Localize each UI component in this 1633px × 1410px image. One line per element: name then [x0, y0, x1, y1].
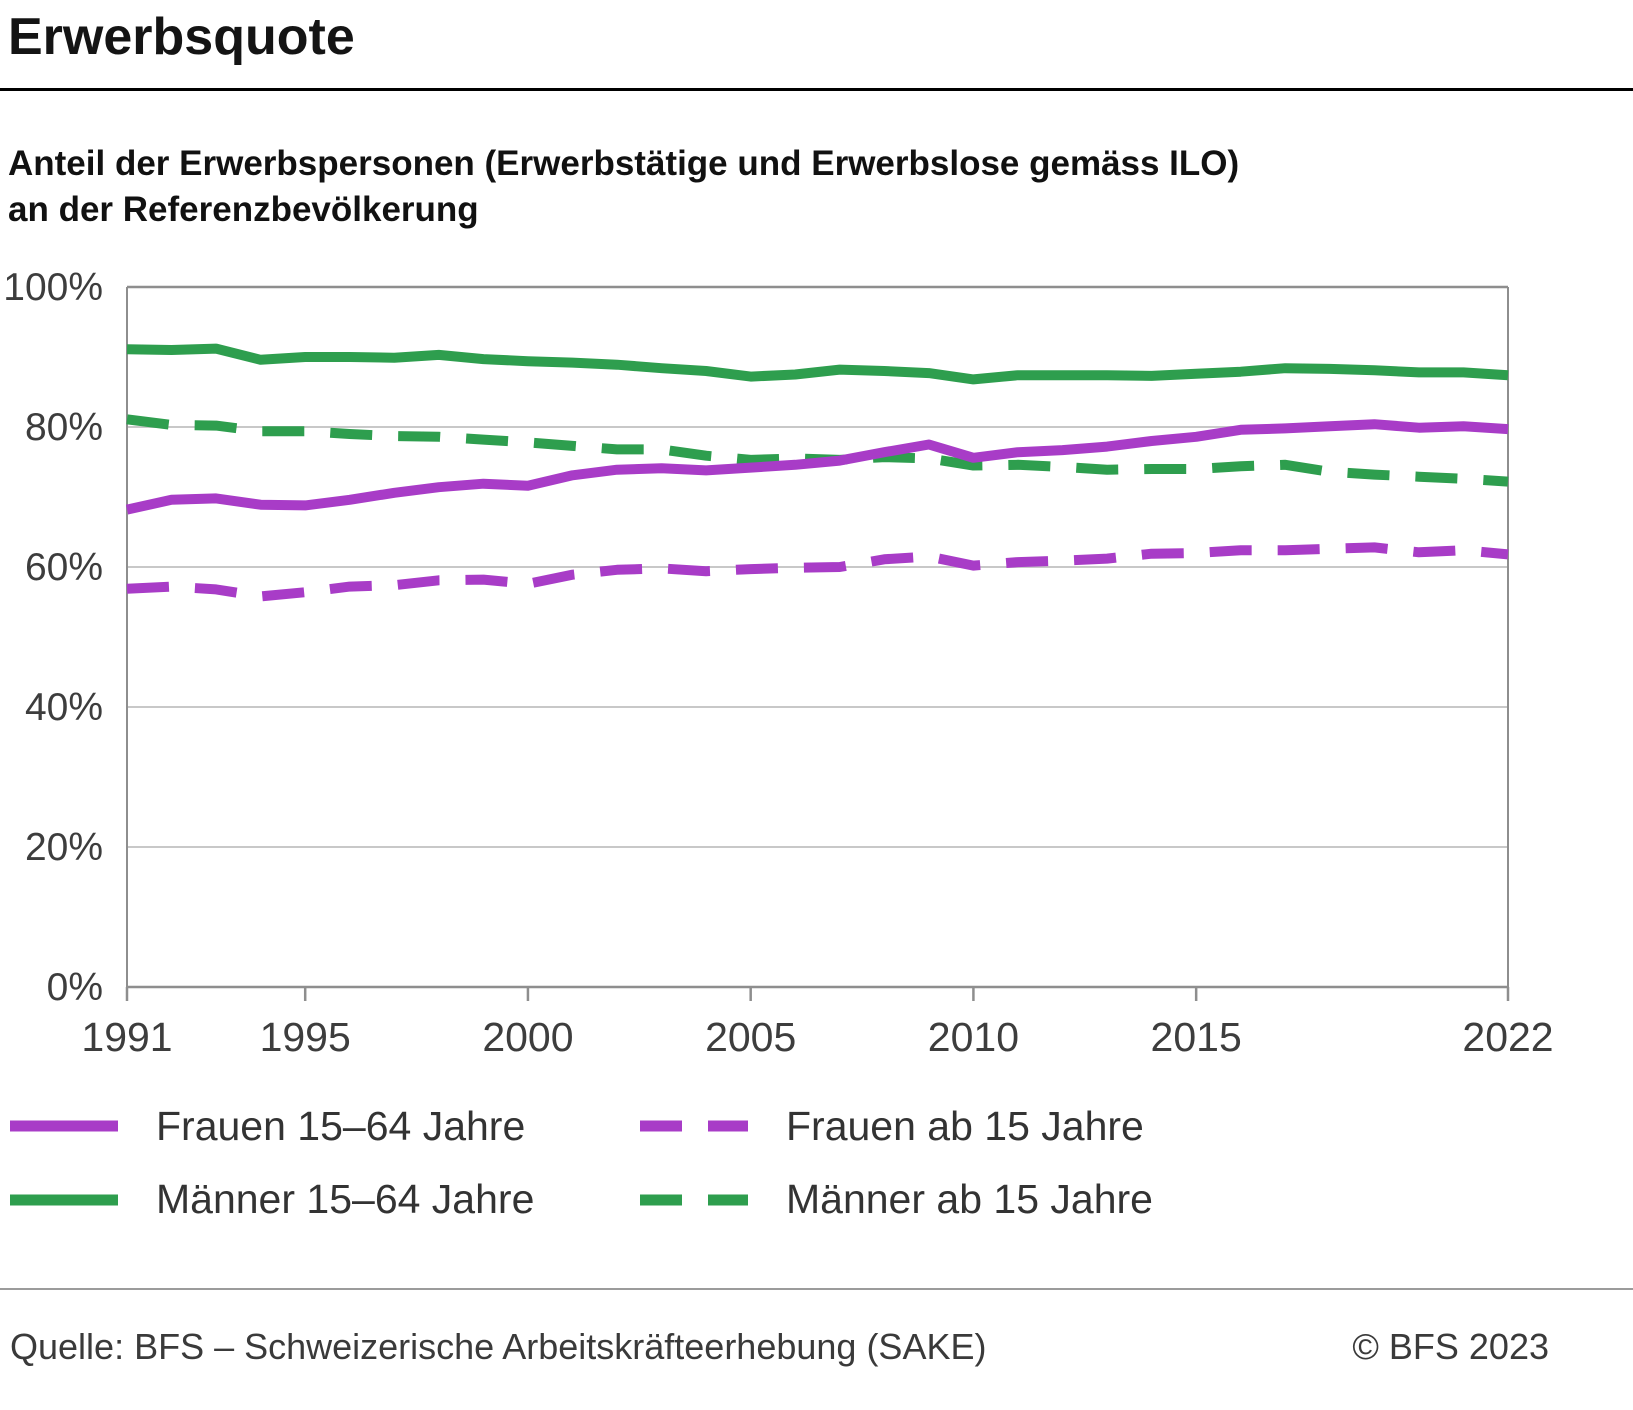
legend-line-swatch-icon	[10, 1194, 118, 1206]
legend-label: Frauen 15–64 Jahre	[156, 1102, 526, 1149]
svg-text:2022: 2022	[1462, 1014, 1553, 1060]
svg-text:2005: 2005	[705, 1014, 796, 1060]
svg-text:40%: 40%	[25, 686, 103, 729]
svg-text:0%: 0%	[47, 966, 103, 1009]
legend-line-swatch-icon	[640, 1120, 748, 1132]
legend-label: Männer ab 15 Jahre	[786, 1175, 1153, 1222]
footer: Quelle: BFS – Schweizerische Arbeitskräf…	[0, 1326, 1633, 1368]
legend-item: Männer ab 15 Jahre	[638, 1175, 1633, 1222]
chart-subtitle: Anteil der Erwerbspersonen (Erwerbstätig…	[8, 143, 1240, 230]
line-chart: 0% 20% 40% 60% 80% 100% 1991 1995 2000 2005 2010 20…	[3, 266, 1553, 1060]
svg-text:2010: 2010	[928, 1014, 1019, 1060]
legend-item: Frauen ab 15 Jahre	[638, 1102, 1633, 1149]
title-divider	[0, 87, 1633, 91]
svg-text:1991: 1991	[81, 1014, 172, 1060]
svg-text:100%: 100%	[3, 266, 103, 309]
svg-text:2000: 2000	[482, 1014, 573, 1060]
legend-line-swatch-icon	[10, 1120, 118, 1132]
series-line	[126, 542, 1509, 602]
source-note: Quelle: BFS – Schweizerische Arbeitskräf…	[10, 1326, 987, 1367]
svg-text:60%: 60%	[25, 546, 103, 589]
legend-item: Männer 15–64 Jahre	[8, 1175, 638, 1222]
svg-text:20%: 20%	[25, 826, 103, 869]
series-line	[125, 419, 1509, 515]
svg-text:2015: 2015	[1151, 1014, 1242, 1060]
svg-text:1995: 1995	[260, 1014, 351, 1060]
legend-item: Frauen 15–64 Jahre	[8, 1102, 638, 1149]
page-title: Erwerbsquote	[8, 8, 355, 66]
legend-label: Männer 15–64 Jahre	[156, 1175, 535, 1222]
legend-label: Frauen ab 15 Jahre	[786, 1102, 1144, 1149]
copyright-note: © BFS 2023	[1352, 1326, 1549, 1367]
svg-text:80%: 80%	[25, 406, 103, 449]
chart-legend: Frauen 15–64 Jahre Frauen ab 15 Jahre Männ…	[8, 1102, 1633, 1222]
footer-divider	[0, 1288, 1633, 1290]
legend-line-swatch-icon	[640, 1194, 748, 1206]
series-line	[126, 343, 1509, 385]
